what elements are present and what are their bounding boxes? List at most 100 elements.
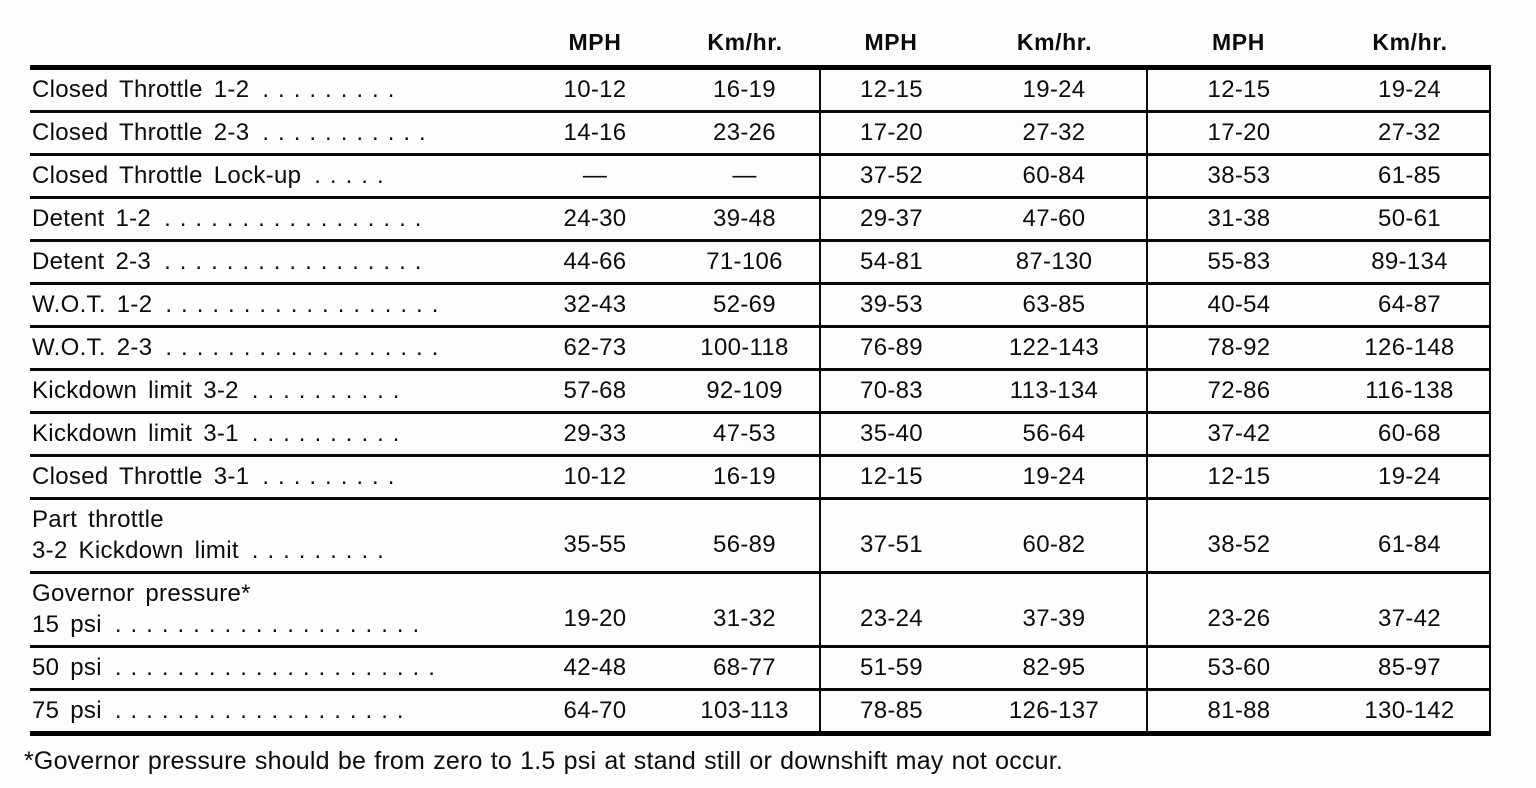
cell-mph-2: 78-85 [819, 689, 962, 736]
dot-leader: ................. [164, 205, 431, 232]
cell-kmhr-1: 92-109 [670, 369, 820, 414]
cell-kmhr-3: 85-97 [1330, 646, 1491, 691]
cell-mph-3: 53-60 [1146, 646, 1330, 691]
cell-kmhr-2: 126-137 [962, 689, 1147, 736]
row-label-line: Closed Throttle Lock-up..... [32, 162, 393, 189]
cell-mph-2: 51-59 [819, 646, 962, 691]
cell-mph-2: 37-52 [819, 154, 962, 199]
cell-mph-3: 12-15 [1146, 455, 1330, 500]
footnote: *Governor pressure should be from zero t… [24, 747, 1064, 775]
cell-kmhr-3: 50-61 [1330, 197, 1491, 242]
cell-mph-2: 70-83 [819, 369, 962, 414]
row-label-line: Part throttle [32, 506, 164, 533]
row-label-cell: Closed Throttle 1-2......... [30, 67, 520, 113]
cell-kmhr-3: 19-24 [1330, 455, 1491, 500]
cell-kmhr-3: 116-138 [1330, 369, 1491, 414]
cell-mph-3: 72-86 [1146, 369, 1330, 414]
column-header-mph-2: MPH [820, 12, 962, 70]
cell-kmhr-1: 100-118 [670, 326, 820, 371]
column-header-mph-1: MPH [520, 12, 670, 70]
cell-mph-3: 12-15 [1146, 67, 1330, 113]
cell-mph-3: 17-20 [1146, 111, 1330, 156]
table-row: Closed Throttle 1-2......... 10-12 16-19… [30, 67, 1491, 113]
cell-mph-1: 64-70 [520, 689, 670, 736]
dot-leader: .................... [114, 611, 429, 638]
column-header-kmhr-2: Km/hr. [962, 12, 1147, 70]
cell-kmhr-3: 37-42 [1330, 572, 1491, 648]
cell-mph-3: 37-42 [1146, 412, 1330, 457]
row-label-cell: W.O.T. 2-3.................. [30, 326, 520, 371]
cell-kmhr-1: 68-77 [670, 646, 820, 691]
cell-mph-1: 35-55 [520, 498, 670, 574]
cell-mph-2: 17-20 [819, 111, 962, 156]
cell-mph-1: 24-30 [520, 197, 670, 242]
dot-leader: ......... [251, 537, 393, 564]
cell-kmhr-1: 71-106 [670, 240, 820, 285]
cell-mph-3: 31-38 [1146, 197, 1330, 242]
table-row: Detent 2-3................. 44-66 71-106… [30, 240, 1491, 285]
cell-kmhr-2: 82-95 [962, 646, 1147, 691]
row-label-line: Governor pressure* [32, 580, 251, 607]
dot-leader: ......... [262, 463, 404, 490]
row-label-line: Detent 1-2................. [32, 205, 431, 232]
dot-leader: .......... [251, 420, 409, 447]
table-row: Closed Throttle 3-1......... 10-12 16-19… [30, 455, 1491, 500]
cell-kmhr-2: 37-39 [962, 572, 1147, 648]
row-label-line: Kickdown limit 3-1.......... [32, 420, 409, 447]
cell-mph-1: 14-16 [520, 111, 670, 156]
dot-leader: .......... [251, 377, 409, 404]
cell-kmhr-1: — [670, 154, 820, 199]
cell-kmhr-2: 60-84 [962, 154, 1147, 199]
column-header-kmhr-1: Km/hr. [670, 12, 820, 70]
dot-leader: ........... [262, 119, 435, 146]
cell-mph-1: 29-33 [520, 412, 670, 457]
cell-kmhr-3: 64-87 [1330, 283, 1491, 328]
cell-kmhr-2: 113-134 [962, 369, 1147, 414]
cell-mph-3: 55-83 [1146, 240, 1330, 285]
cell-mph-1: 32-43 [520, 283, 670, 328]
table-body: Closed Throttle 1-2......... 10-12 16-19… [30, 67, 1491, 736]
row-label-cell: Part throttle 3-2 Kickdown limit......... [30, 498, 520, 574]
dot-leader: ................. [164, 248, 431, 275]
cell-kmhr-1: 56-89 [670, 498, 820, 574]
cell-mph-1: 57-68 [520, 369, 670, 414]
table-row: W.O.T. 2-3.................. 62-73 100-1… [30, 326, 1491, 371]
row-label-line: Closed Throttle 3-1......... [32, 463, 404, 490]
dot-leader: ..................... [114, 654, 444, 681]
cell-mph-2: 39-53 [819, 283, 962, 328]
cell-mph-3: 23-26 [1146, 572, 1330, 648]
cell-mph-3: 40-54 [1146, 283, 1330, 328]
cell-kmhr-2: 122-143 [962, 326, 1147, 371]
cell-kmhr-1: 23-26 [670, 111, 820, 156]
table-row: Closed Throttle 2-3........... 14-16 23-… [30, 111, 1491, 156]
row-label-line: Kickdown limit 3-2.......... [32, 377, 409, 404]
cell-mph-1: 10-12 [520, 67, 670, 113]
row-label-cell: Closed Throttle 2-3........... [30, 111, 520, 156]
cell-kmhr-3: 130-142 [1330, 689, 1491, 736]
row-label-line: Detent 2-3................. [32, 248, 431, 275]
shift-speed-table: MPH Km/hr. MPH Km/hr. MPH Km/hr. Closed … [30, 12, 1491, 736]
row-label-cell: W.O.T. 1-2.................. [30, 283, 520, 328]
row-label-cell: 75 psi................... [30, 689, 520, 736]
cell-mph-2: 76-89 [819, 326, 962, 371]
cell-mph-2: 29-37 [819, 197, 962, 242]
row-label-cell: 50 psi..................... [30, 646, 520, 691]
cell-kmhr-1: 52-69 [670, 283, 820, 328]
dot-leader: .................. [165, 291, 448, 318]
cell-kmhr-2: 19-24 [962, 455, 1147, 500]
row-label-cell: Kickdown limit 3-1.......... [30, 412, 520, 457]
row-label-line: Closed Throttle 2-3........... [32, 119, 435, 146]
cell-mph-2: 23-24 [819, 572, 962, 648]
cell-kmhr-1: 103-113 [670, 689, 820, 736]
table-row: Kickdown limit 3-1.......... 29-33 47-53… [30, 412, 1491, 457]
cell-mph-1: 44-66 [520, 240, 670, 285]
cell-mph-3: 81-88 [1146, 689, 1330, 736]
cell-mph-1: 19-20 [520, 572, 670, 648]
row-label-line: Closed Throttle 1-2......... [32, 76, 404, 103]
cell-mph-3: 78-92 [1146, 326, 1330, 371]
row-label-cell: Detent 1-2................. [30, 197, 520, 242]
row-label-line: 50 psi..................... [32, 654, 444, 681]
cell-kmhr-2: 27-32 [962, 111, 1147, 156]
column-header-kmhr-3: Km/hr. [1330, 12, 1490, 70]
cell-mph-2: 35-40 [819, 412, 962, 457]
